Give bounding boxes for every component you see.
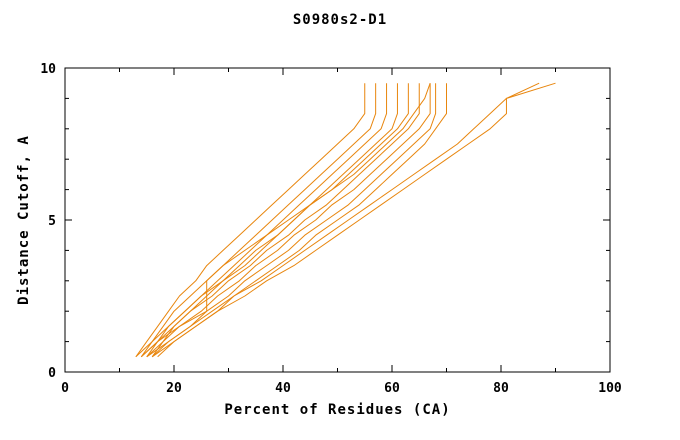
series-line-model-04 xyxy=(151,83,398,358)
series-line-model-12 xyxy=(151,82,556,358)
y-tick-label: 5 xyxy=(48,214,56,229)
x-tick-label: 20 xyxy=(166,381,182,396)
series-line-model-03 xyxy=(146,83,388,358)
series-line-model-10 xyxy=(140,83,431,358)
x-axis-label: Percent of Residues (CA) xyxy=(224,402,451,418)
series-line-model-01 xyxy=(135,83,366,358)
x-tick-label: 0 xyxy=(61,381,69,396)
x-tick-label: 40 xyxy=(275,381,291,396)
y-tick-label: 0 xyxy=(48,366,56,381)
y-tick-label: 10 xyxy=(40,62,56,77)
series-line-model-06 xyxy=(140,83,420,358)
chart-title: S0980s2-D1 xyxy=(292,12,388,28)
series-line-model-05 xyxy=(135,83,409,358)
series-line-model-02 xyxy=(140,83,377,358)
series-line-model-11 xyxy=(146,82,540,358)
series-line-model-07 xyxy=(146,83,431,358)
x-tick-label: 80 xyxy=(493,381,509,396)
x-tick-label: 100 xyxy=(598,381,622,396)
x-tick-label: 60 xyxy=(384,381,400,396)
series-line-model-09 xyxy=(157,83,447,358)
